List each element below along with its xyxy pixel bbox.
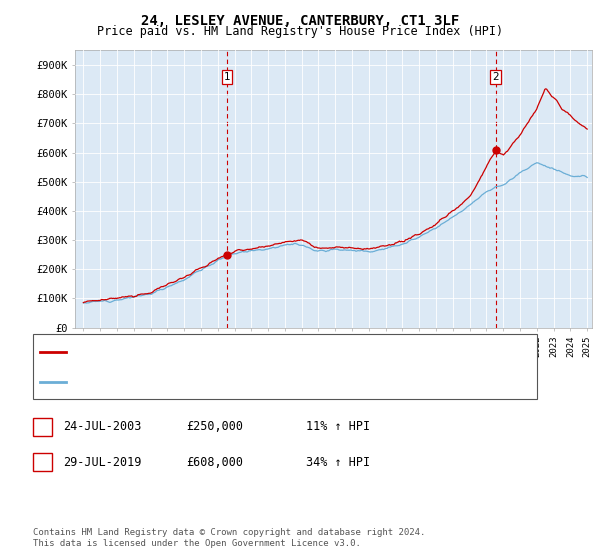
Text: 11% ↑ HPI: 11% ↑ HPI <box>306 420 370 433</box>
Text: 24-JUL-2003: 24-JUL-2003 <box>63 420 142 433</box>
Text: 2: 2 <box>493 72 499 82</box>
Text: Contains HM Land Registry data © Crown copyright and database right 2024.
This d: Contains HM Land Registry data © Crown c… <box>33 528 425 548</box>
Point <box>491 146 500 155</box>
Text: Price paid vs. HM Land Registry's House Price Index (HPI): Price paid vs. HM Land Registry's House … <box>97 25 503 38</box>
Text: 2: 2 <box>39 455 46 469</box>
Text: HPI: Average price, detached house, Canterbury: HPI: Average price, detached house, Cant… <box>72 377 359 387</box>
Text: 29-JUL-2019: 29-JUL-2019 <box>63 455 142 469</box>
Text: £608,000: £608,000 <box>186 455 243 469</box>
Text: 24, LESLEY AVENUE, CANTERBURY, CT1 3LF (detached house): 24, LESLEY AVENUE, CANTERBURY, CT1 3LF (… <box>72 347 416 357</box>
Text: 1: 1 <box>224 72 230 82</box>
Text: 1: 1 <box>39 420 46 433</box>
Text: 24, LESLEY AVENUE, CANTERBURY, CT1 3LF: 24, LESLEY AVENUE, CANTERBURY, CT1 3LF <box>141 14 459 28</box>
Point <box>222 250 232 259</box>
Text: £250,000: £250,000 <box>186 420 243 433</box>
Text: 34% ↑ HPI: 34% ↑ HPI <box>306 455 370 469</box>
